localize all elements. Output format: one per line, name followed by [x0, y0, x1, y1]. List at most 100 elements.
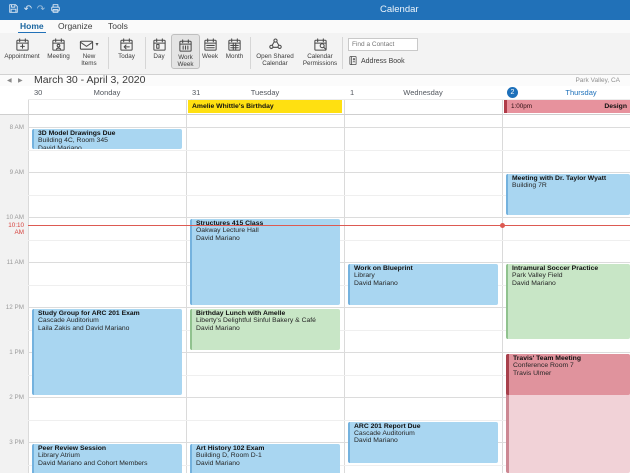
time-label-12-pm: 12 PM	[5, 304, 24, 311]
event-study-group-for-arc-201-exam[interactable]: Study Group for ARC 201 Exam Cascade Audi…	[32, 309, 182, 395]
save-icon[interactable]	[6, 3, 20, 17]
event-peer-review-session[interactable]: Peer Review Session Library Atrium David M…	[32, 444, 182, 473]
open-shared-calendar-button[interactable]: Open Shared Calendar	[254, 35, 296, 67]
event-art-history-102-exam[interactable]: Art History 102 Exam Building D, Room D-1…	[190, 444, 340, 473]
today-button[interactable]: Today	[113, 35, 140, 60]
event-title: 3D Model Drawings Due	[38, 130, 116, 137]
day-button[interactable]: Day	[149, 35, 169, 60]
ribbon-group-divider	[108, 37, 109, 69]
calendar-plus-icon	[2, 35, 42, 53]
event-detail: Liberty's Delightful Sinful Bakery & Caf…	[196, 317, 316, 325]
calendar-week-icon	[200, 35, 220, 53]
current-time-dot	[500, 223, 505, 228]
menu-tab-home[interactable]: Home	[18, 20, 46, 34]
day-number-monday[interactable]: 30	[34, 88, 43, 97]
redo-icon[interactable]: ↷	[36, 4, 46, 15]
hour-line	[28, 307, 630, 308]
weather-location-label: Park Valley, CA	[575, 77, 620, 84]
month-label: Month	[225, 53, 244, 60]
menu-tab-tools[interactable]: Tools	[108, 21, 128, 31]
meeting-button[interactable]: Meeting	[44, 35, 73, 60]
appointment-label: Appointment	[4, 53, 40, 60]
day-header-wednesday[interactable]: Wednesday	[403, 88, 443, 97]
current-time-line	[28, 225, 630, 226]
address-book-button[interactable]: Address Book	[348, 55, 405, 68]
hour-line	[28, 127, 630, 128]
event-detail: Library Atrium	[38, 452, 80, 460]
calendar-workweek-icon	[172, 36, 199, 54]
column-divider	[502, 99, 503, 473]
new-items-button[interactable]: ▾ New Items	[75, 35, 103, 67]
time-gutter	[0, 114, 28, 473]
event-title: ARC 201 Report Due	[354, 422, 421, 430]
time-label-10-am: 10 AM	[6, 214, 24, 221]
menu-tab-organize[interactable]: Organize	[58, 21, 93, 31]
half-hour-line	[28, 149, 630, 151]
event-travis-team-meeting[interactable]: Travis' Team Meeting Conference Room 7 Tra…	[506, 354, 630, 395]
date-navigation-bar: ◀ ▶ March 30 - April 3, 2020 Park Valley…	[0, 74, 630, 86]
event-birthday-lunch-with-amelle[interactable]: Birthday Lunch with Amelle Liberty's Deli…	[190, 309, 340, 350]
event-detail: David Mariano	[196, 324, 240, 332]
week-button[interactable]: Week	[200, 35, 220, 60]
event-detail: Cascade Auditorium	[38, 317, 99, 325]
open-shared-calendar-label: Open Shared Calendar	[256, 53, 294, 67]
event-detail: Library	[354, 272, 375, 280]
calendar-grid: 8 AM 9 AM 10 AM 11 AM 12 PM 1 PM 2 PM 3 PM 30 Mon…	[0, 86, 630, 473]
event-title: Meeting with Dr. Taylor Wyatt	[512, 175, 607, 182]
event-structures-415-class[interactable]: Structures 415 Class Oakway Lecture Hall D…	[190, 219, 340, 305]
day-header-thursday[interactable]: Thursday	[565, 88, 597, 97]
time-label-3-pm: 3 PM	[9, 439, 24, 446]
appointment-button[interactable]: Appointment	[2, 35, 42, 60]
undo-icon[interactable]: ↶	[23, 4, 33, 15]
time-label-11-am: 11 AM	[6, 259, 24, 266]
event-work-on-blueprint[interactable]: Work on Blueprint Library David Mariano	[348, 264, 498, 305]
previous-week-arrow[interactable]: ◀	[7, 78, 12, 84]
new-items-label: New Items	[81, 53, 97, 67]
event-detail: David Mariano	[196, 234, 240, 242]
dropdown-caret-icon: ▾	[95, 41, 99, 48]
date-range-label: March 30 - April 3, 2020	[34, 74, 146, 86]
allday-event-amelie-whittle-s-birthday[interactable]: Amelie Whittle's Birthday	[188, 100, 342, 113]
event-title: Study Group for ARC 201 Exam	[38, 310, 140, 317]
event-detail: David Mariano	[354, 437, 398, 445]
column-divider	[344, 99, 345, 473]
allday-event-design[interactable]: 1:00pm Design	[504, 100, 630, 113]
event-detail: Conference Room 7	[513, 362, 574, 370]
allday-event-title: Amelie Whittle's Birthday	[192, 103, 274, 110]
event-meeting-with-dr-taylor-wyatt[interactable]: Meeting with Dr. Taylor Wyatt Building 7R	[506, 174, 630, 215]
half-hour-line	[28, 194, 630, 196]
day-number-wednesday[interactable]: 1	[350, 88, 355, 97]
day-header-tuesday[interactable]: Tuesday	[250, 88, 280, 97]
event-detail: David Mariano	[512, 279, 556, 287]
event-detail: David Mariano	[38, 144, 82, 149]
meeting-label: Meeting	[47, 53, 70, 60]
calendar-search-icon	[298, 35, 342, 53]
next-week-arrow[interactable]: ▶	[18, 78, 23, 84]
day-number-thursday[interactable]: 2	[507, 87, 518, 98]
event-title: Work on Blueprint	[354, 265, 413, 272]
day-number-tuesday[interactable]: 31	[192, 88, 201, 97]
event-title: Peer Review Session	[38, 445, 107, 452]
work-week-label: Work Week	[177, 54, 194, 68]
month-button[interactable]: Month	[222, 35, 247, 60]
event-intramural-soccer-practice[interactable]: Intramural Soccer Practice Park Valley Fi…	[506, 264, 630, 339]
day-header-monday[interactable]: Monday	[93, 88, 121, 97]
print-icon[interactable]	[48, 3, 62, 17]
event-3d-model-drawings-due[interactable]: 3D Model Drawings Due Building 4C, Room 3…	[32, 129, 182, 149]
hour-line	[28, 352, 630, 353]
event-arc-201-report-due[interactable]: ARC 201 Report Due Cascade Auditorium Davi…	[348, 421, 498, 463]
work-week-button[interactable]: Work Week	[171, 34, 200, 69]
event-title: Art History 102 Exam	[196, 445, 265, 452]
column-divider	[186, 99, 187, 473]
event-detail: Laila Zakis and David Mariano	[38, 324, 130, 332]
address-book-icon	[348, 55, 358, 68]
today-label: Today	[118, 53, 135, 60]
event-title: Structures 415 Class	[196, 220, 264, 227]
event-detail: Cascade Auditorium	[354, 429, 415, 437]
hour-line	[28, 442, 630, 443]
find-contact-input[interactable]	[348, 38, 418, 51]
header-divider	[28, 99, 630, 100]
half-hour-line	[28, 374, 630, 376]
calendar-permissions-button[interactable]: Calendar Permissions	[298, 35, 342, 67]
